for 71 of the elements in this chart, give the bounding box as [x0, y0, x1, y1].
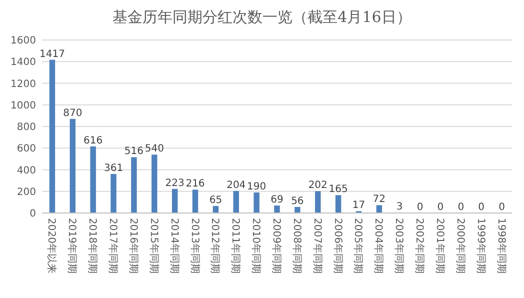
x-tick-label: 2013年同期 — [188, 218, 201, 274]
x-tick-label: 2000年同期 — [454, 218, 466, 274]
bar — [335, 195, 342, 213]
x-tick-label: 2009年同期 — [270, 218, 282, 274]
bar — [274, 206, 280, 213]
data-label: 516 — [124, 146, 144, 158]
bar — [254, 192, 260, 213]
x-tick-label: 2018年同期 — [86, 218, 99, 274]
data-label: 165 — [328, 184, 348, 196]
x-tick-label: 2001年同期 — [434, 218, 446, 274]
data-label: 0 — [416, 202, 424, 213]
x-tick-label: 2008年同期 — [290, 218, 303, 274]
x-tick-label: 2015年同期 — [148, 218, 160, 274]
x-tick-label: 1999年同期 — [474, 218, 487, 274]
data-label: 870 — [63, 108, 82, 119]
data-label: 1417 — [39, 48, 65, 60]
y-tick-label: 800 — [16, 122, 36, 133]
y-tick-label: 1600 — [10, 36, 36, 46]
bar — [172, 188, 178, 213]
y-tick-label: 1200 — [10, 78, 36, 90]
x-tick-label: 2017年同期 — [107, 218, 120, 274]
data-label: 540 — [144, 144, 164, 155]
y-tick-label: 200 — [16, 186, 36, 198]
data-label: 204 — [226, 180, 246, 191]
bar — [376, 205, 382, 213]
bar — [192, 190, 198, 213]
bar — [152, 154, 158, 213]
data-label: 223 — [165, 178, 184, 189]
data-label: 3 — [396, 202, 403, 213]
x-tick-label: 2003年同期 — [393, 218, 406, 274]
x-tick-label: 1998年同期 — [495, 218, 508, 274]
x-tick-label: 2014年同期 — [168, 218, 180, 274]
data-label: 0 — [498, 202, 505, 213]
y-tick-label: 1000 — [10, 100, 36, 112]
data-label: 216 — [186, 178, 205, 190]
data-label: 361 — [104, 162, 124, 174]
bar — [90, 146, 96, 213]
data-label: 0 — [458, 202, 464, 213]
data-label: 190 — [247, 181, 266, 192]
x-tick-label: 2002年同期 — [414, 218, 426, 274]
x-tick-label: 2011年同期 — [230, 218, 242, 274]
x-tick-label: 2012年同期 — [209, 218, 222, 274]
x-tick-label: 2019年同期 — [66, 218, 78, 274]
bar — [49, 60, 56, 213]
x-tick-label: 2010年同期 — [250, 218, 262, 274]
data-label: 0 — [437, 202, 444, 213]
y-tick-label: 1400 — [10, 57, 36, 68]
data-label: 65 — [209, 194, 222, 206]
x-tick-label: 2004年同期 — [372, 218, 385, 274]
x-tick-label: 2020年以来 — [46, 218, 58, 274]
bar — [294, 206, 300, 213]
data-label: 0 — [478, 202, 485, 213]
x-tick-label: 2007年同期 — [311, 218, 324, 274]
data-label: 72 — [372, 194, 386, 206]
data-label: 202 — [308, 180, 328, 192]
y-tick-label: 600 — [16, 144, 36, 155]
bar — [131, 157, 137, 213]
data-label: 69 — [270, 194, 284, 206]
x-tick-label: 2006年同期 — [332, 218, 344, 274]
data-label: 616 — [84, 135, 103, 146]
data-label: 56 — [291, 196, 304, 207]
x-tick-label: 2016年同期 — [127, 218, 140, 274]
bar — [70, 118, 76, 213]
bar — [315, 191, 321, 213]
chart-title: 基金历年同期分红次数一览（截至4月16日） — [112, 8, 412, 26]
y-tick-label: 400 — [16, 165, 36, 176]
bar — [110, 174, 116, 213]
data-label: 17 — [352, 200, 366, 212]
y-tick-label: 0 — [30, 208, 36, 220]
x-tick-label: 2005年同期 — [352, 218, 364, 274]
bar — [233, 190, 239, 213]
